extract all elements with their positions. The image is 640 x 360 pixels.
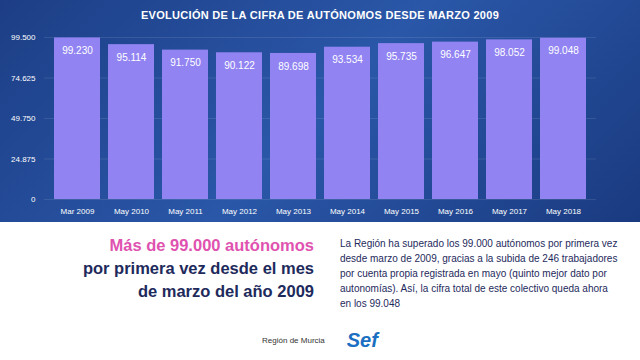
svg-text:Mar 2009: Mar 2009	[61, 207, 95, 216]
svg-text:96.647: 96.647	[440, 49, 471, 60]
svg-text:99.500: 99.500	[11, 33, 36, 42]
svg-text:May 2013: May 2013	[276, 207, 312, 216]
svg-text:93.534: 93.534	[332, 54, 363, 65]
svg-text:99.230: 99.230	[62, 45, 93, 56]
svg-text:95.735: 95.735	[386, 51, 417, 62]
svg-text:May 2017: May 2017	[492, 207, 528, 216]
svg-text:May 2010: May 2010	[114, 207, 150, 216]
html-text:Sef: Sef	[346, 328, 378, 351]
svg-text:74.625: 74.625	[11, 74, 36, 83]
svg-text:May 2018: May 2018	[546, 207, 582, 216]
svg-text:95.114: 95.114	[117, 52, 147, 63]
svg-text:May 2014: May 2014	[330, 207, 366, 216]
svg-text:0: 0	[31, 195, 36, 204]
svg-text:99.048: 99.048	[548, 45, 579, 56]
html-text:por primera vez desde el mes: por primera vez desde el mes	[82, 259, 314, 277]
html-text:de marzo del año 2009: de marzo del año 2009	[137, 282, 314, 300]
svg-text:89.698: 89.698	[278, 61, 309, 72]
svg-text:May 2011: May 2011	[168, 207, 203, 216]
svg-text:91.750: 91.750	[170, 57, 201, 68]
html-text:EVOLUCIÓN DE LA CIFRA DE AUTÓN: EVOLUCIÓN DE LA CIFRA DE AUTÓNOMOS DESDE…	[140, 9, 500, 21]
svg-text:May 2015: May 2015	[384, 207, 420, 216]
html-text:Región de Murcia: Región de Murcia	[262, 335, 325, 345]
svg-text:90.122: 90.122	[224, 60, 255, 71]
svg-text:98.052: 98.052	[494, 47, 525, 58]
html-text:Más de 99.000 autónomos: Más de 99.000 autónomos	[109, 236, 314, 254]
svg-text:49.750: 49.750	[11, 114, 36, 123]
svg-text:May 2016: May 2016	[438, 207, 474, 216]
svg-text:May 2012: May 2012	[222, 207, 258, 216]
svg-text:24.875: 24.875	[11, 155, 36, 164]
html-text:La Región ha superado los 99.0: La Región ha superado los 99.000 autónom…	[340, 238, 618, 309]
